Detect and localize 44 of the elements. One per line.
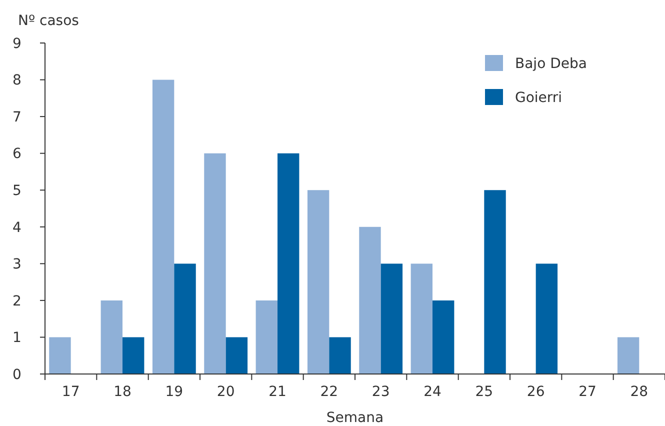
- x-tick-label: 27: [578, 384, 596, 400]
- bar: [307, 190, 330, 374]
- y-tick-label: 1: [12, 330, 22, 346]
- x-tick-label: 20: [216, 384, 235, 400]
- x-tick-label: 26: [526, 384, 545, 400]
- x-tick-label: 23: [372, 384, 390, 400]
- legend-label: Goierri: [515, 90, 562, 106]
- y-axis-title: Nº casos: [18, 13, 79, 29]
- bar: [484, 190, 506, 374]
- x-tick-label: 25: [475, 384, 494, 400]
- bar: [204, 153, 226, 374]
- bar: [329, 337, 351, 374]
- bar: [380, 264, 403, 374]
- bar: [432, 300, 454, 374]
- x-tick-label: 24: [424, 384, 442, 400]
- y-tick-label: 8: [12, 72, 22, 89]
- bar: [226, 337, 248, 374]
- y-tick-label: 6: [12, 146, 22, 162]
- bar: [122, 337, 144, 374]
- x-tick-label: 17: [62, 384, 80, 400]
- bar: [278, 153, 300, 374]
- y-tick-label: 3: [12, 256, 22, 273]
- bar: [49, 337, 71, 374]
- x-tick-label: 19: [165, 384, 184, 400]
- bar: [256, 300, 278, 374]
- x-axis-title: Semana: [326, 410, 384, 426]
- legend-label: Bajo Deba: [515, 56, 587, 72]
- bar: [174, 264, 196, 374]
- y-tick-label: 4: [12, 220, 22, 236]
- bar: [617, 337, 640, 374]
- y-tick-label: 2: [12, 293, 22, 310]
- y-tick-label: 9: [12, 36, 22, 52]
- bar: [359, 226, 381, 374]
- x-tick-label: 21: [268, 384, 286, 400]
- x-tick-label: 28: [630, 384, 648, 400]
- bar: [152, 80, 174, 374]
- x-tick-label: 22: [320, 384, 338, 400]
- y-tick-label: 0: [12, 366, 22, 383]
- bar: [100, 300, 122, 374]
- x-tick-label: 18: [114, 384, 132, 400]
- y-tick-label: 5: [12, 183, 22, 200]
- bar: [410, 264, 432, 374]
- bar: [536, 264, 558, 374]
- y-tick-label: 7: [12, 109, 22, 126]
